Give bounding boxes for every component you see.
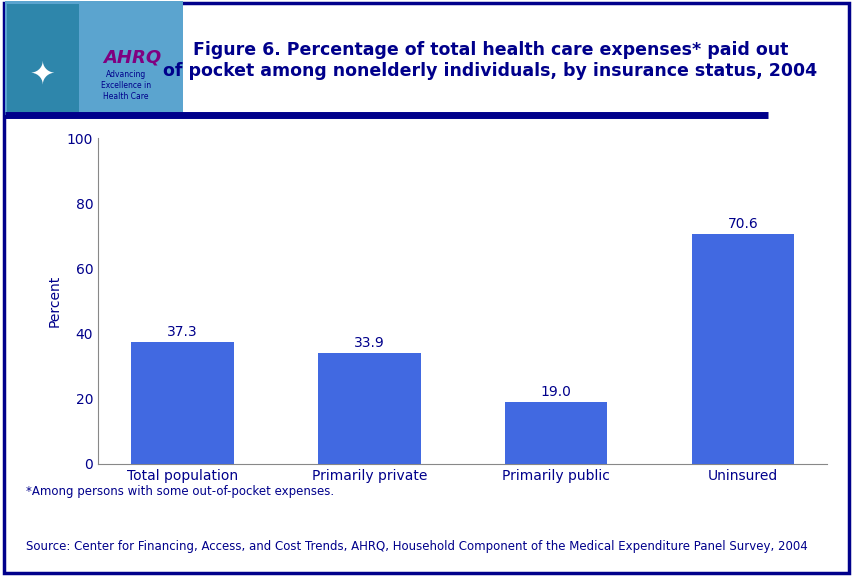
Text: 33.9: 33.9 <box>354 336 384 350</box>
Bar <box>691 234 793 464</box>
Bar <box>318 353 420 464</box>
Text: 19.0: 19.0 <box>540 385 571 399</box>
Text: *Among persons with some out-of-pocket expenses.: *Among persons with some out-of-pocket e… <box>26 485 333 498</box>
Y-axis label: Percent: Percent <box>47 275 61 327</box>
Text: AHRQ: AHRQ <box>103 48 161 67</box>
Text: 37.3: 37.3 <box>167 325 198 339</box>
Text: ✦: ✦ <box>30 60 55 89</box>
Bar <box>131 342 233 464</box>
Text: Advancing
Excellence in
Health Care: Advancing Excellence in Health Care <box>101 70 151 101</box>
Text: 70.6: 70.6 <box>727 217 757 230</box>
Text: Figure 6. Percentage of total health care expenses* paid out
of pocket among non: Figure 6. Percentage of total health car… <box>164 41 816 80</box>
Text: Source: Center for Financing, Access, and Cost Trends, AHRQ, Household Component: Source: Center for Financing, Access, an… <box>26 540 806 553</box>
Bar <box>504 402 607 464</box>
